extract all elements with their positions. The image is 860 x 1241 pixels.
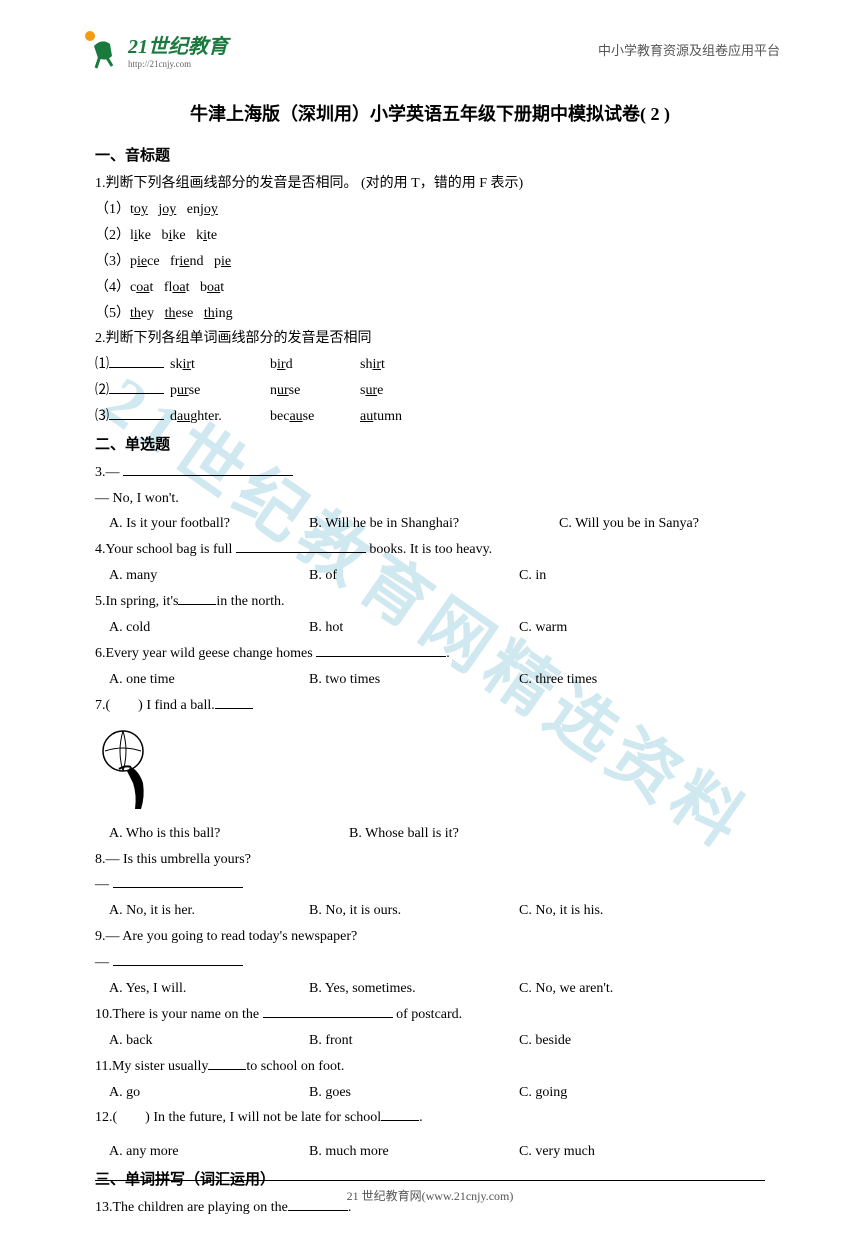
q5-option-c[interactable]: C. warm <box>519 615 765 641</box>
question-7: 7.( ) I find a ball. A. Who is this ball… <box>95 693 765 847</box>
q8-option-a[interactable]: A. No, it is her. <box>109 898 309 924</box>
q11-option-b[interactable]: B. goes <box>309 1080 519 1106</box>
q8-option-c[interactable]: C. No, it is his. <box>519 898 765 924</box>
question-8: 8.— Is this umbrella yours? — A. No, it … <box>95 847 765 925</box>
question-6: 6.Every year wild geese change homes . A… <box>95 641 765 693</box>
blank[interactable] <box>208 1056 246 1070</box>
blank[interactable] <box>178 591 216 605</box>
ball-image <box>95 727 167 817</box>
question-1: 1.判断下列各组画线部分的发音是否相同。 (对的用 T，错的用 F 表示) （1… <box>95 171 765 326</box>
q2-sub-item: ⑵pursenursesure <box>95 378 765 404</box>
blank[interactable] <box>123 462 293 476</box>
q12-option-a[interactable]: A. any more <box>109 1139 309 1165</box>
logo: 21世纪教育 http://21cnjy.com <box>80 28 228 70</box>
section-2-header: 二、单选题 <box>95 432 765 460</box>
section-3-header: 三、单词拼写（词汇运用） <box>95 1167 765 1195</box>
logo-text: 21世纪教育 <box>128 36 228 58</box>
blank[interactable] <box>215 695 253 709</box>
content-area: 牛津上海版（深圳用）小学英语五年级下册期中模拟试卷( 2 ) 一、音标题 1.判… <box>0 78 860 1241</box>
q5-option-b[interactable]: B. hot <box>309 615 519 641</box>
q9-option-b[interactable]: B. Yes, sometimes. <box>309 976 519 1002</box>
blank[interactable] <box>316 643 446 657</box>
q3-option-a[interactable]: A. Is it your football? <box>109 511 309 537</box>
q10-option-b[interactable]: B. front <box>309 1028 519 1054</box>
q1-items: （1）toy joy enjoy（2）like bike kite（3）piec… <box>95 197 765 326</box>
q3-option-b[interactable]: B. Will he be in Shanghai? <box>309 511 559 537</box>
question-9: 9.— Are you going to read today's newspa… <box>95 924 765 1002</box>
question-2: 2.判断下列各组单词画线部分的发音是否相同 ⑴skirtbirdshirt⑵pu… <box>95 326 765 430</box>
exam-title: 牛津上海版（深圳用）小学英语五年级下册期中模拟试卷( 2 ) <box>95 98 765 131</box>
q6-option-c[interactable]: C. three times <box>519 667 765 693</box>
logo-url: http://21cnjy.com <box>128 59 228 69</box>
question-10: 10.There is your name on the of postcard… <box>95 1002 765 1054</box>
q12-option-c[interactable]: C. very much <box>519 1139 765 1165</box>
q9-option-a[interactable]: A. Yes, I will. <box>109 976 309 1002</box>
blank[interactable] <box>113 952 243 966</box>
section-1-header: 一、音标题 <box>95 143 765 171</box>
question-3: 3.— — No, I won't. A. Is it your footbal… <box>95 460 765 538</box>
q6-option-b[interactable]: B. two times <box>309 667 519 693</box>
logo-icon <box>80 28 122 70</box>
question-12: 12.( ) In the future, I will not be late… <box>95 1105 765 1165</box>
question-13: 13.The children are playing on the. <box>95 1195 765 1221</box>
blank[interactable] <box>288 1197 348 1211</box>
blank[interactable] <box>381 1107 419 1121</box>
q7-option-a[interactable]: A. Who is this ball? <box>109 821 349 847</box>
q1-sub-item: （2）like bike kite <box>95 223 765 249</box>
q7-option-b[interactable]: B. Whose ball is it? <box>349 821 459 847</box>
page-header: 21世纪教育 http://21cnjy.com 中小学教育资源及组卷应用平台 <box>0 0 860 78</box>
question-5: 5.In spring, it'sin the north. A. cold B… <box>95 589 765 641</box>
q4-option-c[interactable]: C. in <box>519 563 765 589</box>
q2-sub-item: ⑴skirtbirdshirt <box>95 352 765 378</box>
q2-sub-item: ⑶daughter.becauseautumn <box>95 404 765 430</box>
q10-option-c[interactable]: C. beside <box>519 1028 765 1054</box>
q1-stem: 1.判断下列各组画线部分的发音是否相同。 (对的用 T，错的用 F 表示) <box>95 171 765 197</box>
blank[interactable] <box>113 874 243 888</box>
q6-option-a[interactable]: A. one time <box>109 667 309 693</box>
q4-option-b[interactable]: B. of <box>309 563 519 589</box>
q1-sub-item: （5）they these thing <box>95 301 765 327</box>
q1-sub-item: （3）piece friend pie <box>95 249 765 275</box>
q12-option-b[interactable]: B. much more <box>309 1139 519 1165</box>
q11-option-c[interactable]: C. going <box>519 1080 765 1106</box>
header-right-text: 中小学教育资源及组卷应用平台 <box>598 40 780 59</box>
q3-option-c[interactable]: C. Will you be in Sanya? <box>559 511 765 537</box>
q4-option-a[interactable]: A. many <box>109 563 309 589</box>
q1-sub-item: （4）coat float boat <box>95 275 765 301</box>
blank[interactable] <box>236 539 366 553</box>
q11-option-a[interactable]: A. go <box>109 1080 309 1106</box>
question-11: 11.My sister usuallyto school on foot. A… <box>95 1054 765 1106</box>
q5-option-a[interactable]: A. cold <box>109 615 309 641</box>
q9-option-c[interactable]: C. No, we aren't. <box>519 976 765 1002</box>
blank[interactable] <box>263 1004 393 1018</box>
q1-sub-item: （1）toy joy enjoy <box>95 197 765 223</box>
q8-option-b[interactable]: B. No, it is ours. <box>309 898 519 924</box>
q2-stem: 2.判断下列各组单词画线部分的发音是否相同 <box>95 326 765 352</box>
q10-option-a[interactable]: A. back <box>109 1028 309 1054</box>
q2-items: ⑴skirtbirdshirt⑵pursenursesure⑶daughter.… <box>95 352 765 430</box>
question-4: 4.Your school bag is full books. It is t… <box>95 537 765 589</box>
